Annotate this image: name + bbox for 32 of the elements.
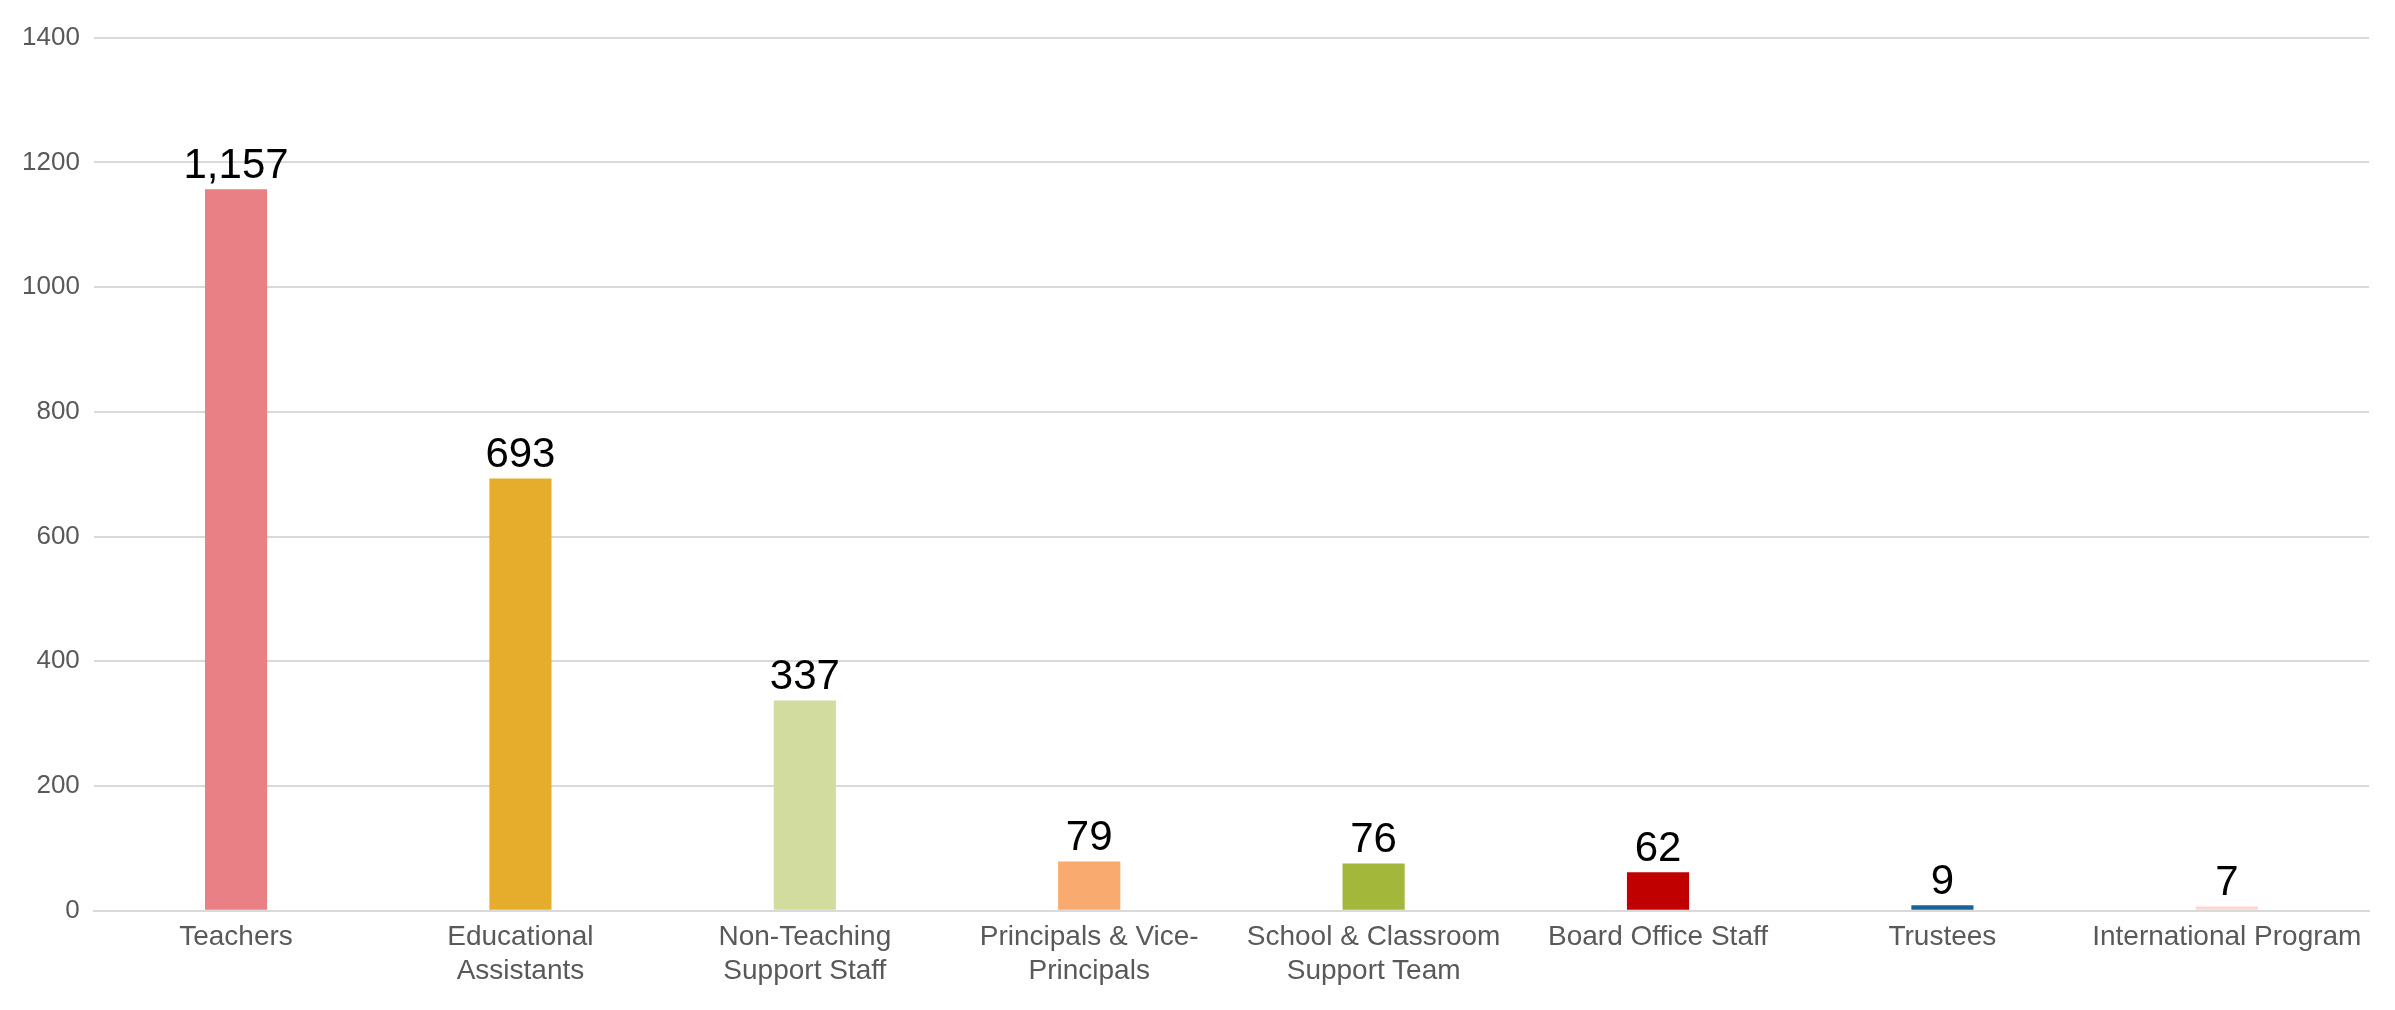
bar bbox=[1911, 905, 1974, 910]
y-tick-label: 0 bbox=[65, 893, 80, 924]
y-tick-label: 1000 bbox=[22, 270, 80, 301]
x-tick-label: School & Classroom Support Team bbox=[1246, 920, 1501, 985]
x-tick-label: Teachers bbox=[179, 920, 293, 952]
data-label: 62 bbox=[1634, 822, 1682, 870]
bar bbox=[773, 700, 836, 910]
bar bbox=[1626, 872, 1690, 910]
y-tick-label: 600 bbox=[36, 519, 80, 550]
bar bbox=[1342, 863, 1405, 910]
bar bbox=[489, 478, 552, 910]
x-tick-label: Board Office Staff bbox=[1548, 920, 1769, 952]
x-tick-label: International Program bbox=[2092, 920, 2362, 952]
data-label: 79 bbox=[1065, 812, 1113, 860]
data-label: 76 bbox=[1350, 813, 1397, 861]
x-tick-label: Educational Assistants bbox=[447, 920, 594, 985]
x-tick-label: Trustees bbox=[1888, 920, 1997, 952]
data-label: 693 bbox=[485, 429, 556, 477]
x-tick-label: Principals & Vice-Principals bbox=[979, 920, 1199, 985]
y-tick-label: 1400 bbox=[22, 20, 80, 51]
bar bbox=[204, 189, 268, 910]
bar bbox=[1058, 861, 1121, 910]
x-tick-label: Non-Teaching Support Staff bbox=[718, 920, 892, 985]
y-tick-label: 400 bbox=[36, 644, 80, 675]
data-label: 337 bbox=[769, 651, 840, 699]
y-tick-label: 800 bbox=[36, 395, 80, 425]
data-label: 1,157 bbox=[183, 139, 289, 187]
y-tick-label: 200 bbox=[36, 769, 80, 800]
data-label: 7 bbox=[2215, 857, 2239, 905]
data-label: 9 bbox=[1930, 855, 1955, 903]
y-tick-label: 1200 bbox=[22, 145, 80, 176]
bar bbox=[2195, 906, 2258, 910]
